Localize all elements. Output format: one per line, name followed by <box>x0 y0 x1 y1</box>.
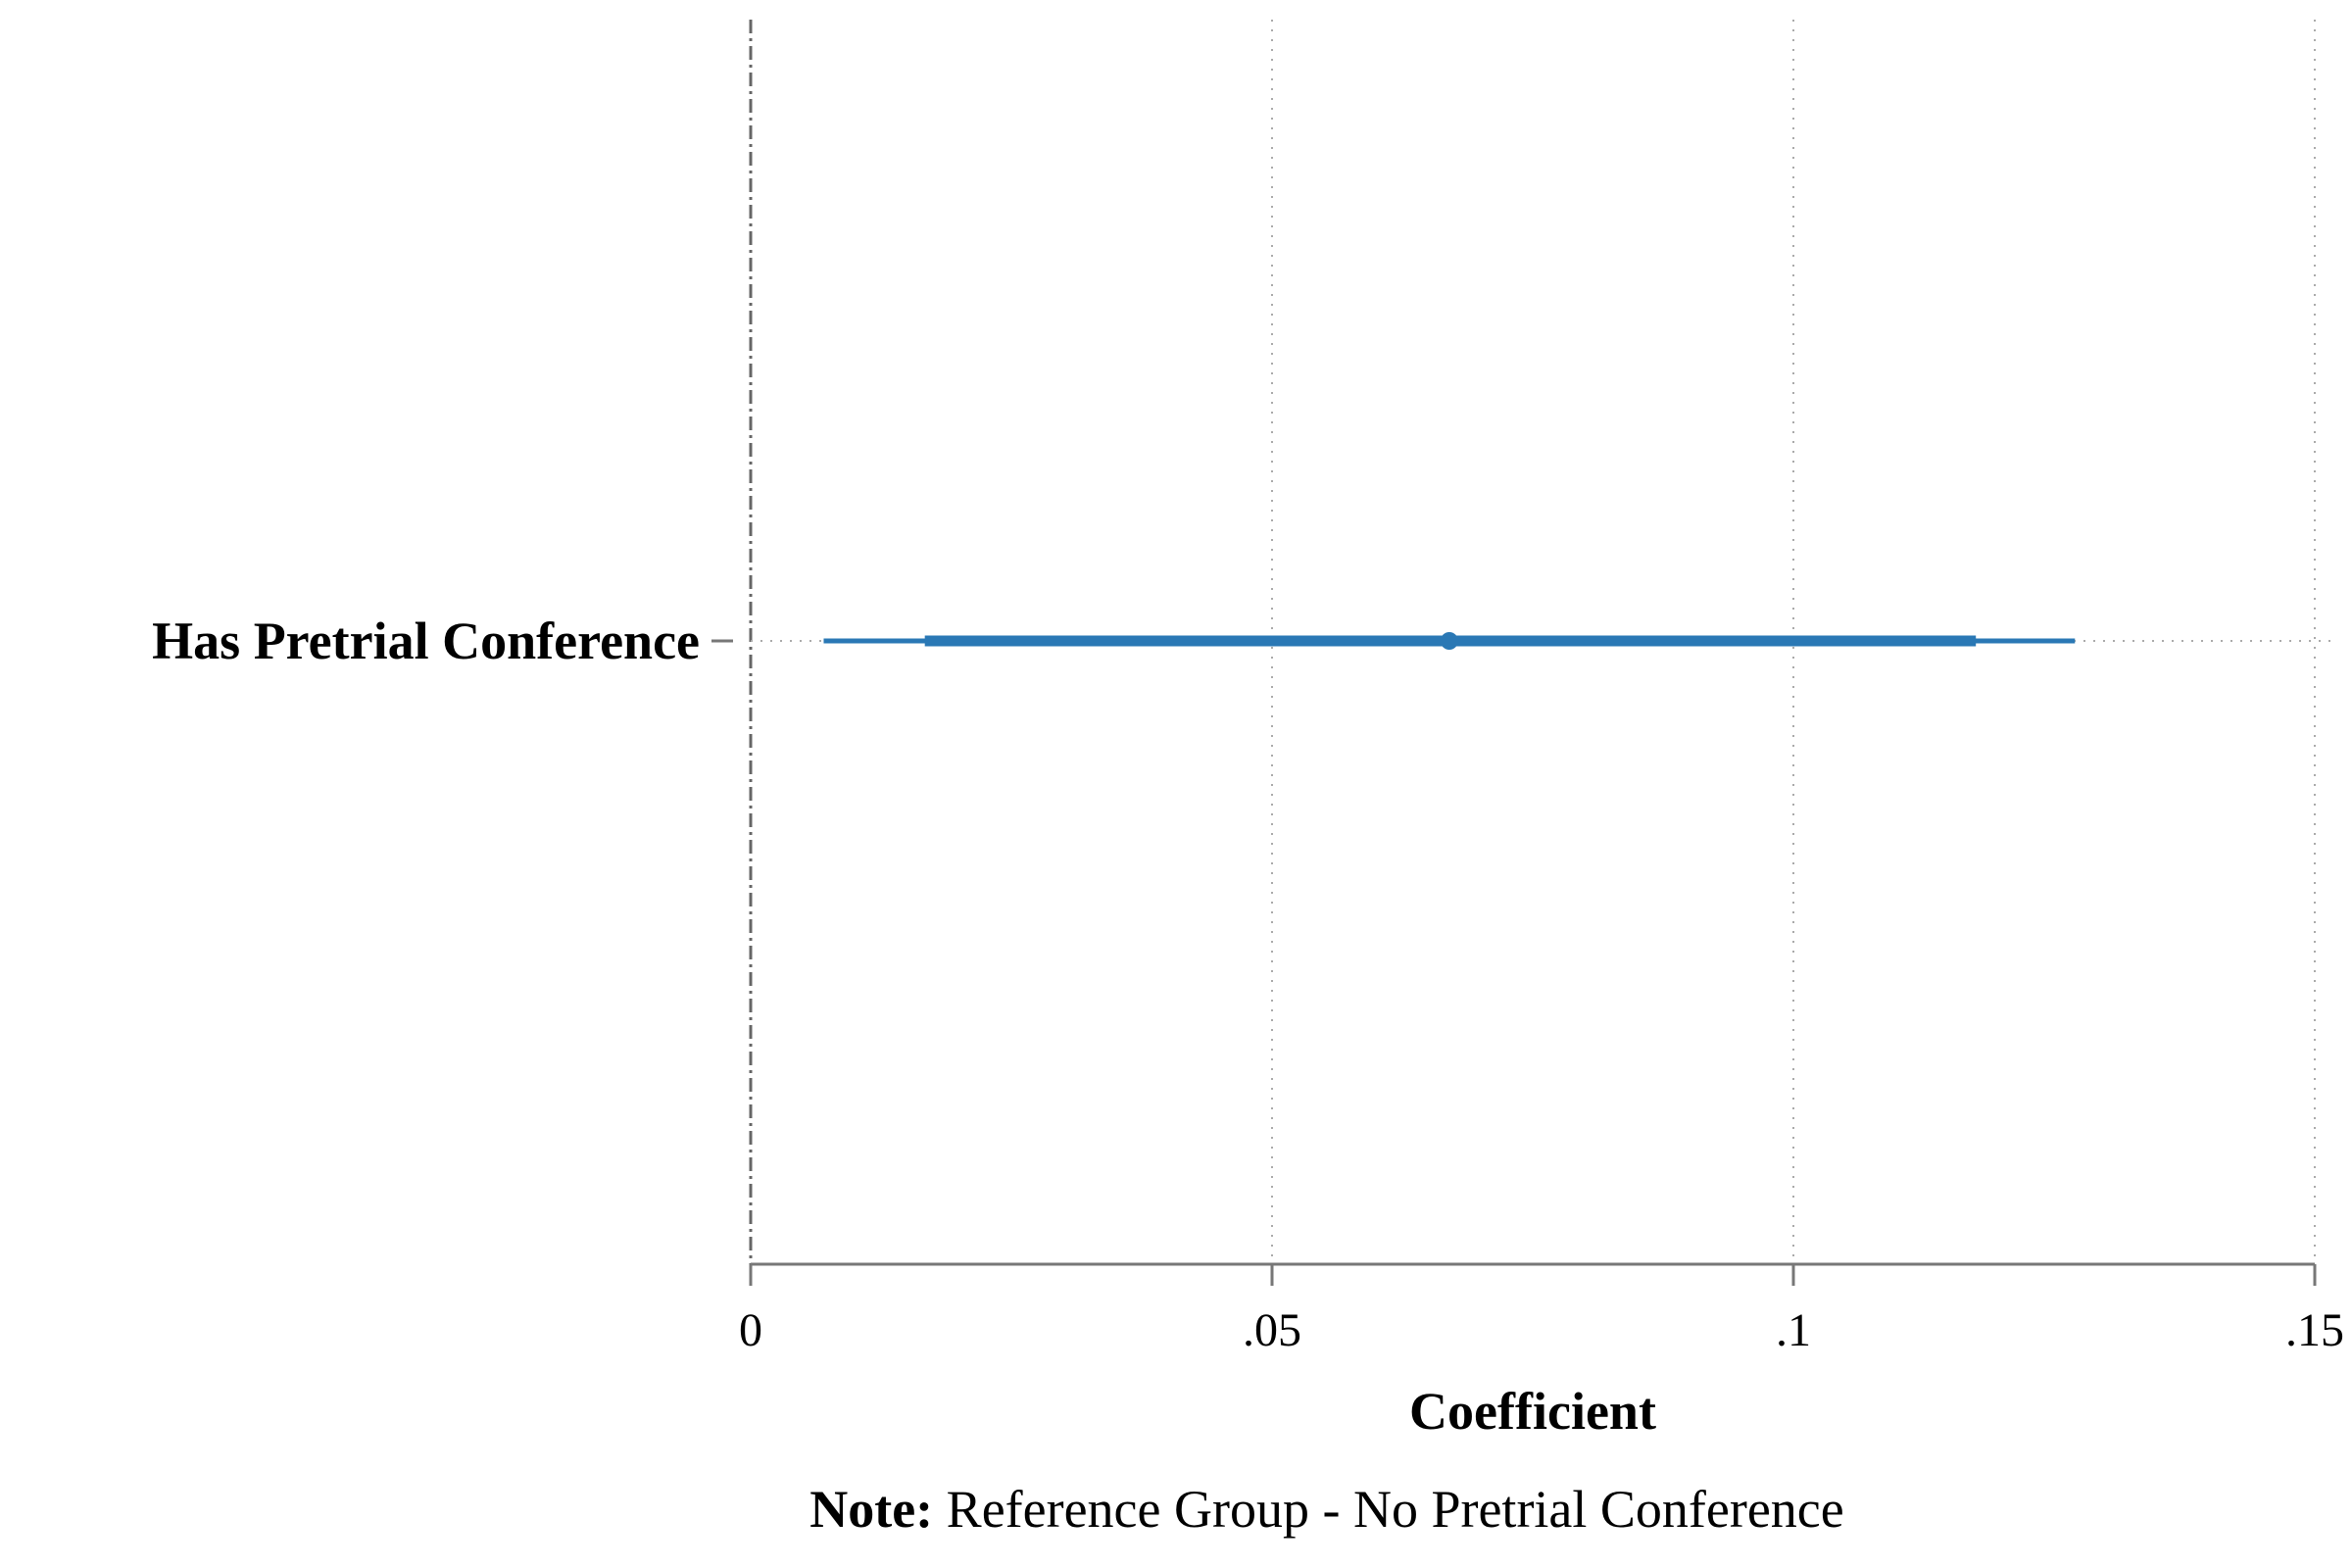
point-estimate <box>1440 632 1458 650</box>
x-tick-label: .05 <box>1243 1304 1301 1356</box>
x-axis-title: Coefficient <box>1409 1382 1656 1441</box>
chart-note: Note: Reference Group - No Pretrial Conf… <box>809 1480 1844 1539</box>
x-tick-label: .1 <box>1776 1304 1811 1356</box>
x-tick-label: .15 <box>2285 1304 2344 1356</box>
y-tick-label: Has Pretrial Conference <box>152 612 700 670</box>
plot-rows: Has Pretrial Conference <box>152 612 2334 670</box>
grid-lines <box>1271 20 2316 1264</box>
x-tick-label: 0 <box>739 1304 762 1356</box>
x-axis-ticks: 0 .05 .1 .15 <box>739 1264 2344 1356</box>
note-text: Reference Group - No Pretrial Conference <box>933 1480 1844 1539</box>
note-label: Note: <box>809 1480 933 1539</box>
